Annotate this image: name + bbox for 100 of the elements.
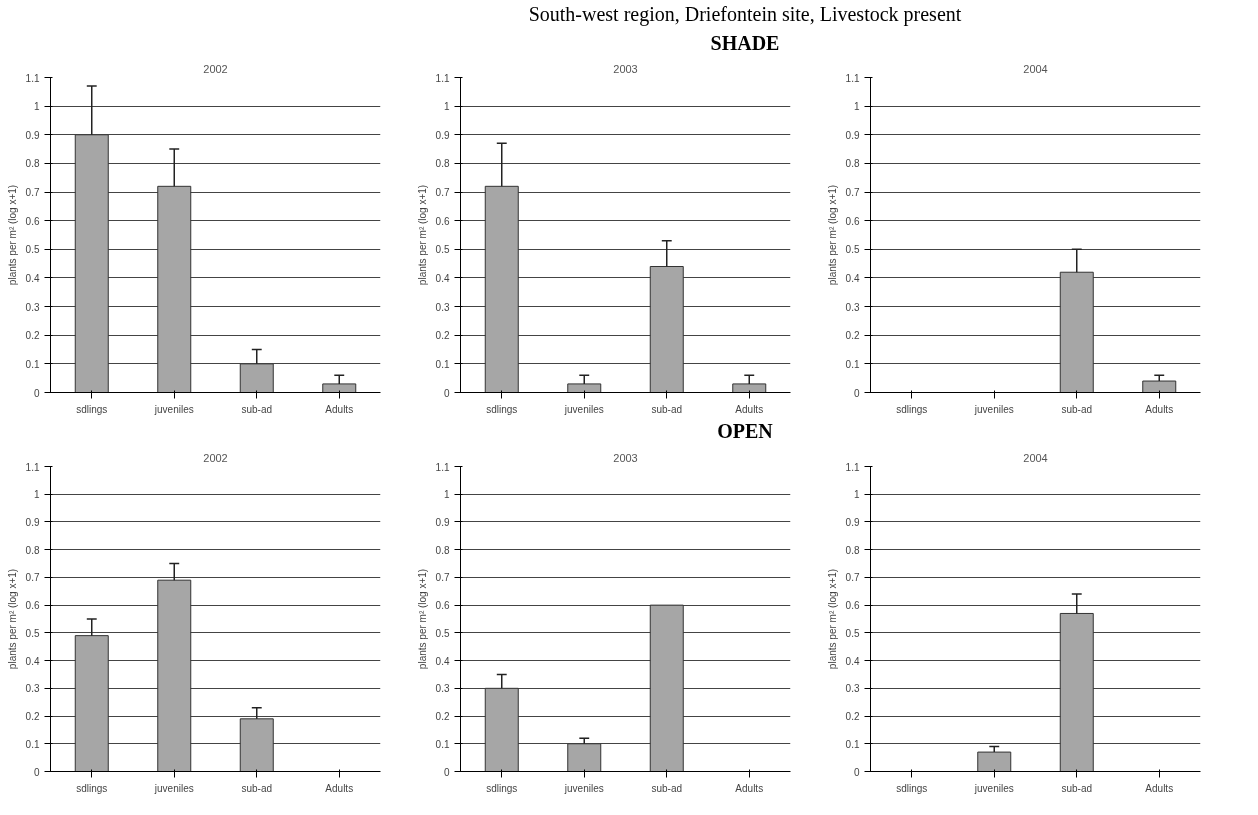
y-tick-label: 0.1 xyxy=(25,738,40,750)
x-tick-label: Adults xyxy=(1145,403,1174,415)
y-tick-label: 0.8 xyxy=(435,158,450,170)
x-tick-label: sub-ad xyxy=(1061,403,1093,415)
y-tick-label: 0.5 xyxy=(435,627,450,639)
chart-title: 2003 xyxy=(613,451,638,464)
y-tick-label: 0.4 xyxy=(845,273,860,285)
y-tick-label: 0.3 xyxy=(25,301,40,313)
bar xyxy=(567,742,602,772)
bar xyxy=(157,185,192,393)
y-tick-label: 0.4 xyxy=(845,655,860,667)
y-tick-label: 1 xyxy=(443,488,450,500)
y-tick-label: 1 xyxy=(443,101,450,113)
y-tick-label: 0.9 xyxy=(25,129,40,141)
y-axis-title: plants per m² (log x+1) xyxy=(826,184,838,286)
bar xyxy=(484,687,519,772)
x-tick-label: Adults xyxy=(735,403,764,415)
y-tick-label: 0.2 xyxy=(25,710,40,722)
x-tick-label: juveniles xyxy=(153,782,194,794)
x-tick-label: Adults xyxy=(325,403,354,415)
y-axis-title: plants per m² (log x+1) xyxy=(416,568,428,669)
y-tick-label: 0.4 xyxy=(25,655,40,667)
y-axis-title: plants per m² (log x+1) xyxy=(6,184,18,286)
x-tick-label: Adults xyxy=(735,782,764,794)
x-tick-label: sub-ad xyxy=(651,403,683,415)
y-tick-label: 1 xyxy=(853,488,860,500)
y-tick-label: 0.6 xyxy=(845,599,860,611)
y-tick-label: 0.6 xyxy=(435,215,450,227)
y-tick-label: 0 xyxy=(33,766,40,778)
y-tick-label: 0.9 xyxy=(845,129,860,141)
y-tick-label: 0.8 xyxy=(845,158,860,170)
y-tick-label: 0 xyxy=(443,766,450,778)
y-tick-label: 0.8 xyxy=(845,544,860,556)
y-tick-label: 0.7 xyxy=(845,572,860,584)
bar xyxy=(732,383,767,393)
y-tick-label: 0.5 xyxy=(845,627,860,639)
y-tick-label: 0.6 xyxy=(435,599,450,611)
y-tick-label: 1.1 xyxy=(25,461,40,473)
y-tick-label: 0 xyxy=(443,387,450,399)
bar xyxy=(649,604,684,772)
text: OPEN xyxy=(717,419,773,445)
y-tick-label: 0.1 xyxy=(435,738,450,750)
y-tick-label: 0.5 xyxy=(435,244,450,256)
chart-title: 2004 xyxy=(1023,451,1048,464)
y-tick-label: 0.5 xyxy=(25,627,40,639)
y-tick-label: 0 xyxy=(853,766,860,778)
y-tick-label: 0.3 xyxy=(845,683,860,695)
y-tick-label: 0.8 xyxy=(435,544,450,556)
x-tick-label: sub-ad xyxy=(1061,782,1093,794)
y-tick-label: 0.9 xyxy=(435,129,450,141)
y-tick-label: 1.1 xyxy=(845,461,860,473)
y-tick-label: 0.3 xyxy=(845,301,860,313)
y-tick-label: 1.1 xyxy=(25,72,40,84)
bar xyxy=(157,579,192,772)
y-tick-label: 1 xyxy=(33,101,40,113)
x-tick-label: sub-ad xyxy=(241,782,273,794)
x-tick-label: sdlings xyxy=(486,403,518,415)
x-tick-label: sub-ad xyxy=(241,403,273,415)
y-tick-label: 0.4 xyxy=(435,655,450,667)
y-tick-label: 1.1 xyxy=(435,72,450,84)
x-tick-label: Adults xyxy=(1145,782,1174,794)
text: South-west region, Driefontein site, Livestock present xyxy=(528,2,962,28)
bar xyxy=(74,134,109,393)
y-tick-label: 0.1 xyxy=(845,358,860,370)
y-axis-title: plants per m² (log x+1) xyxy=(6,568,18,669)
y-tick-label: 0.3 xyxy=(435,683,450,695)
y-tick-label: 0.3 xyxy=(25,683,40,695)
y-tick-label: 0.9 xyxy=(435,516,450,528)
bar xyxy=(239,363,274,393)
y-tick-label: 0.6 xyxy=(25,599,40,611)
x-tick-label: juveniles xyxy=(973,782,1014,794)
y-tick-label: 0.8 xyxy=(25,544,40,556)
y-tick-label: 0.8 xyxy=(25,158,40,170)
y-axis-title: plants per m² (log x+1) xyxy=(826,568,838,669)
y-tick-label: 0 xyxy=(853,387,860,399)
y-tick-label: 0.5 xyxy=(845,244,860,256)
bar xyxy=(322,383,357,393)
y-tick-label: 0.2 xyxy=(435,330,450,342)
chart-title: 2002 xyxy=(203,451,228,464)
x-tick-label: juveniles xyxy=(153,403,194,415)
x-tick-label: Adults xyxy=(325,782,354,794)
bar xyxy=(74,634,109,772)
chart-title: 2003 xyxy=(613,62,638,75)
y-tick-label: 0.2 xyxy=(845,710,860,722)
y-tick-label: 0.5 xyxy=(25,244,40,256)
y-tick-label: 0.1 xyxy=(25,358,40,370)
x-tick-label: sdlings xyxy=(76,782,108,794)
x-tick-label: sdlings xyxy=(486,782,518,794)
x-tick-label: juveniles xyxy=(563,403,604,415)
bar xyxy=(484,185,519,393)
y-axis-title: plants per m² (log x+1) xyxy=(416,184,428,286)
y-tick-label: 0.4 xyxy=(435,273,450,285)
y-tick-label: 0.7 xyxy=(25,572,40,584)
y-tick-label: 0.6 xyxy=(845,215,860,227)
y-tick-label: 0.4 xyxy=(25,273,40,285)
y-tick-label: 0.9 xyxy=(25,516,40,528)
y-tick-label: 1.1 xyxy=(845,72,860,84)
bar xyxy=(239,718,274,772)
y-tick-label: 0.2 xyxy=(25,330,40,342)
y-tick-label: 0.9 xyxy=(845,516,860,528)
